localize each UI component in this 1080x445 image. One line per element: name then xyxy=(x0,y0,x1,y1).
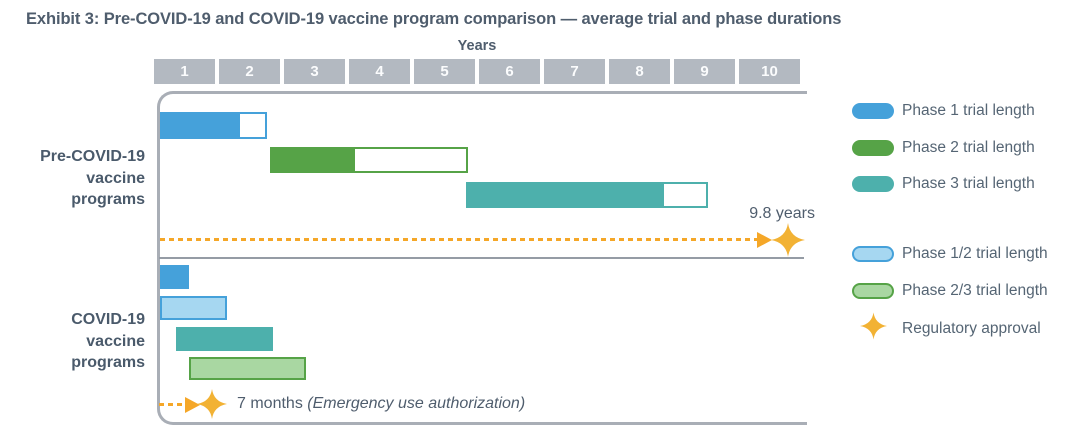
chart-title: Exhibit 3: Pre-COVID-19 and COVID-19 vac… xyxy=(26,10,842,28)
bar-cov-phase1 xyxy=(159,265,189,289)
bar-solid-segment xyxy=(466,182,662,208)
legend-item-label: Regulatory approval xyxy=(902,319,1041,337)
legend-item-phase-2-3-trial-length: Phase 2/3 trial length xyxy=(852,282,1048,300)
axis-tick-7: 7 xyxy=(544,59,605,84)
legend-item-phase-1-trial-length: Phase 1 trial length xyxy=(852,102,1035,120)
legend-item-label: Phase 2 trial length xyxy=(902,139,1035,156)
axis-tick-5: 5 xyxy=(414,59,475,84)
bar-solid-segment xyxy=(159,112,238,139)
row-label-line: Pre-COVID-19 xyxy=(40,148,145,165)
axis-tick-9: 9 xyxy=(674,59,735,84)
bar-cov-phase23 xyxy=(188,357,306,380)
dashed-timeline-covid xyxy=(159,403,186,406)
legend-swatch-icon xyxy=(852,176,894,192)
plot-frame xyxy=(157,91,807,425)
section-divider-line xyxy=(159,257,804,259)
bar-pre-phase3 xyxy=(466,182,709,208)
legend-item-label: Phase 1 trial length xyxy=(902,102,1035,119)
bar-outline-segment xyxy=(661,182,709,208)
axis-tick-4: 4 xyxy=(349,59,410,84)
legend-item-phase-3-trial-length: Phase 3 trial length xyxy=(852,175,1035,193)
bar-cov-phase3 xyxy=(175,327,273,351)
legend-swatch-icon xyxy=(852,246,894,262)
axis-tick-8: 8 xyxy=(609,59,670,84)
axis-tick-1: 1 xyxy=(154,59,215,84)
legend-item-phase-2-trial-length: Phase 2 trial length xyxy=(852,139,1035,157)
legend-swatch-icon xyxy=(852,140,894,156)
row-label-pre-covid-programs: Pre-COVID-19 vaccine programs xyxy=(0,146,145,211)
annotation-value: 7 months xyxy=(237,395,303,412)
row-label-line: programs xyxy=(71,354,145,371)
bar-outline-segment xyxy=(237,112,268,139)
axis-tick-10: 10 xyxy=(739,59,800,84)
bar-pre-phase1 xyxy=(159,112,268,139)
annotation-label-7-months: 7 months (Emergency use authorization) xyxy=(237,395,525,413)
axis-tick-2: 2 xyxy=(219,59,280,84)
arrowhead-icon xyxy=(757,232,772,248)
regulatory-approval-star-icon xyxy=(771,221,805,264)
row-label-line: vaccine xyxy=(86,332,145,350)
legend-item-label: Phase 2/3 trial length xyxy=(902,282,1048,299)
x-axis-title: Years xyxy=(457,38,497,54)
legend-item-label: Phase 3 trial length xyxy=(902,175,1035,192)
legend-swatch-icon xyxy=(852,103,894,119)
row-label-line: vaccine xyxy=(86,169,145,187)
bar-pre-phase2 xyxy=(270,147,468,173)
bar-outline-segment xyxy=(352,147,468,173)
x-axis-tick-band: 1 2 3 4 5 6 7 8 9 10 xyxy=(154,59,800,84)
legend-item-regulatory-approval: Regulatory approval xyxy=(852,308,1041,349)
row-label-line: COVID-19 xyxy=(71,311,145,328)
bar-solid-segment xyxy=(270,147,353,173)
annotation-note: (Emergency use authorization) xyxy=(307,395,526,412)
legend: Phase 1 trial length Phase 2 trial length… xyxy=(852,0,1080,445)
bar-cov-phase12 xyxy=(159,296,227,320)
legend-swatch-icon xyxy=(852,283,894,299)
legend-item-label: Phase 1/2 trial length xyxy=(902,245,1048,262)
arrowhead-icon xyxy=(185,397,200,413)
annotation-label-9-8-years: 9.8 years xyxy=(749,205,815,222)
row-label-line: programs xyxy=(71,191,145,208)
bar-solid-segment xyxy=(159,265,189,289)
axis-tick-6: 6 xyxy=(479,59,540,84)
row-label-covid-programs: COVID-19 vaccine programs xyxy=(0,309,145,374)
regulatory-approval-star-icon xyxy=(197,387,227,426)
dashed-timeline-pre xyxy=(160,238,758,241)
regulatory-approval-star-icon xyxy=(852,308,894,349)
axis-tick-3: 3 xyxy=(284,59,345,84)
bar-solid-segment xyxy=(175,327,273,351)
legend-item-phase-1-2-trial-length: Phase 1/2 trial length xyxy=(852,245,1048,263)
